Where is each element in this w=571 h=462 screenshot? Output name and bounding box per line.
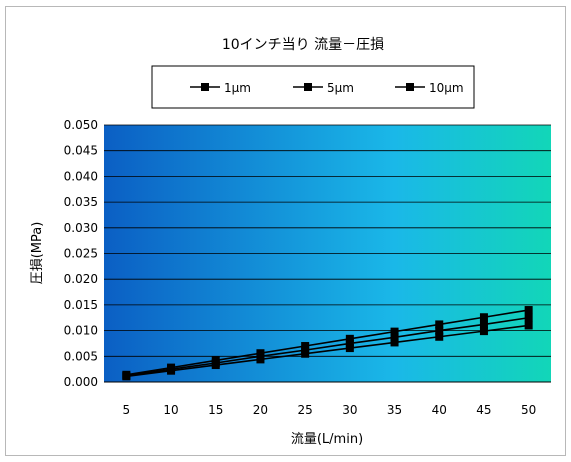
chart: 10インチ当り 流量－圧損 1μm 5μm 10μm 0.000 0.005 0.010…: [30, 37, 551, 447]
legend: 1μm 5μm 10μm: [151, 65, 475, 109]
chart-frame: 10インチ当り 流量－圧損 1μm 5μm 10μm 0.000 0.005 0.010…: [5, 6, 566, 456]
x-axis-ticks: 5 10 15 20 25 30 35 40 45 50: [123, 403, 537, 417]
data-point: [256, 355, 265, 364]
y-tick-label: 0.020: [64, 272, 98, 286]
series-line: [126, 309, 529, 376]
legend-swatch-marker: [304, 83, 312, 91]
data-point: [122, 372, 131, 381]
x-axis-title: 流量(L/min): [291, 432, 363, 447]
y-axis-ticks: 0.000 0.005 0.010 0.015 0.020 0.025 0.030 0.035…: [64, 118, 98, 389]
data-point: [301, 342, 310, 351]
legend-item: 1μm: [190, 81, 251, 95]
data-point: [524, 313, 533, 322]
y-tick-label: 0.050: [64, 118, 98, 132]
gridlines: [104, 124, 551, 383]
x-tick-label: 5: [123, 403, 131, 417]
legend-item: 10μm: [395, 81, 464, 95]
data-point: [345, 339, 354, 348]
series-group: [122, 306, 533, 381]
data-point: [479, 320, 488, 329]
x-tick-label: 35: [387, 403, 402, 417]
y-axis-title: 圧損(MPa): [30, 222, 45, 285]
data-point: [345, 334, 354, 343]
legend-label: 5μm: [327, 81, 354, 95]
data-point: [211, 361, 220, 370]
data-point: [524, 321, 533, 330]
y-tick-label: 0.025: [64, 247, 98, 261]
data-point: [390, 338, 399, 347]
chart-title: 10インチ当り 流量－圧損: [222, 37, 384, 53]
x-tick-label: 30: [342, 403, 357, 417]
legend-label: 1μm: [224, 81, 251, 95]
y-tick-label: 0.030: [64, 221, 98, 235]
y-tick-label: 0.005: [64, 349, 98, 363]
data-point: [479, 313, 488, 322]
x-tick-label: 15: [208, 403, 223, 417]
legend-item: 5μm: [293, 81, 354, 95]
x-tick-label: 50: [521, 403, 536, 417]
y-tick-label: 0.035: [64, 195, 98, 209]
x-tick-label: 10: [163, 403, 178, 417]
y-tick-label: 0.015: [64, 298, 98, 312]
legend-label: 10μm: [429, 81, 464, 95]
data-point: [435, 332, 444, 341]
y-tick-label: 0.010: [64, 324, 98, 338]
y-tick-label: 0.000: [64, 375, 98, 389]
x-tick-label: 25: [298, 403, 313, 417]
data-point: [435, 320, 444, 329]
data-point: [167, 366, 176, 375]
y-tick-label: 0.040: [64, 169, 98, 183]
series-line: [126, 324, 529, 378]
data-point: [524, 306, 533, 315]
data-point: [479, 327, 488, 336]
legend-swatch-marker: [406, 83, 414, 91]
data-point: [390, 327, 399, 336]
data-point: [301, 349, 310, 358]
series-line: [126, 316, 529, 377]
y-tick-label: 0.045: [64, 144, 98, 158]
data-point: [390, 333, 399, 342]
x-tick-label: 20: [253, 403, 268, 417]
legend-swatch-marker: [201, 83, 209, 91]
series-3: [122, 321, 533, 381]
x-tick-label: 40: [432, 403, 447, 417]
data-point: [435, 326, 444, 335]
data-point: [345, 344, 354, 353]
x-tick-label: 45: [476, 403, 491, 417]
